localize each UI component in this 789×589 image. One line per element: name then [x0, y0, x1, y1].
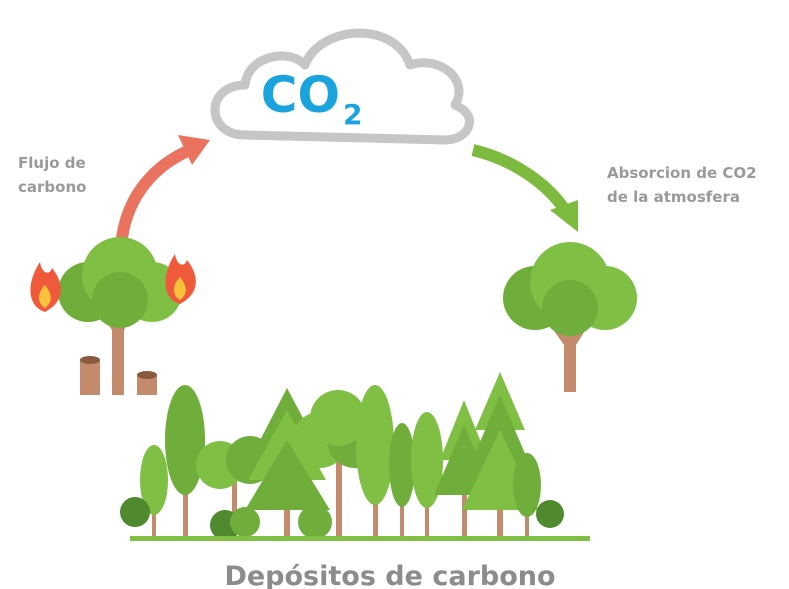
forest — [120, 372, 590, 541]
arrow-down — [473, 150, 565, 210]
tree — [503, 242, 637, 392]
left-label: Flujo de — [18, 154, 86, 172]
right-label: Absorcion de CO2 — [607, 164, 757, 182]
left-label: carbono — [18, 178, 86, 196]
burning-tree — [30, 237, 195, 395]
arrow-up — [122, 150, 190, 238]
right-label: de la atmosfera — [607, 188, 740, 206]
footer-label: Depósitos de carbono — [224, 561, 555, 589]
diagram: CO 2 Flujo de carbono Absorcion de CO2 d… — [0, 0, 789, 589]
co2-label: CO — [261, 66, 340, 124]
co2-subscript: 2 — [343, 98, 362, 131]
